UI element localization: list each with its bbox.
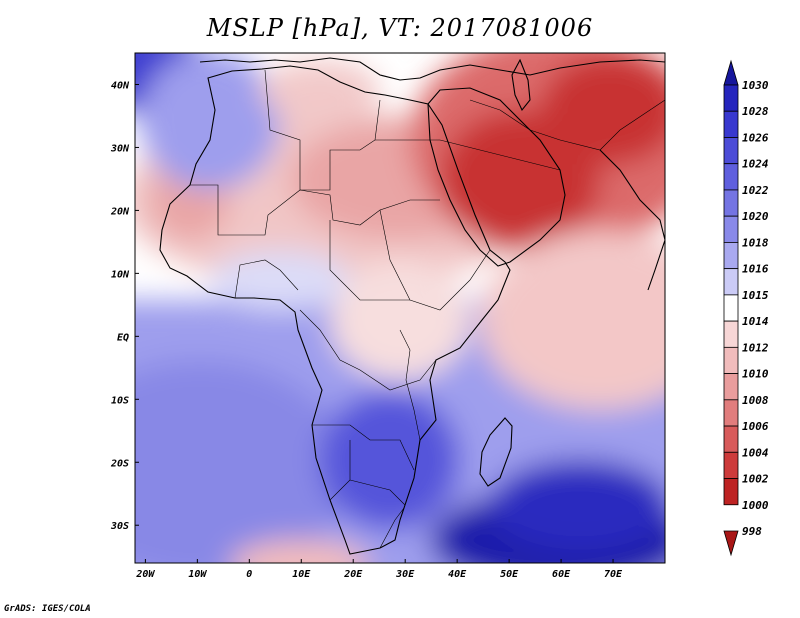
colorbar-swatch-15 (723, 451, 739, 479)
colorbar-label-1015: 1015 (742, 289, 769, 302)
colorbar-label-998: 998 (742, 525, 762, 538)
lat-tick-label-5: 10S (111, 395, 129, 406)
lat-tick-label-6: 20S (110, 458, 129, 469)
colorbar-label-1028: 1028 (742, 105, 769, 118)
india-coastline (599, 149, 665, 291)
colorbar-label-1000: 1000 (742, 499, 769, 512)
africa-coastline (159, 65, 511, 555)
lon-tick-label-3: 10E (292, 569, 311, 580)
coastlines (159, 57, 665, 555)
colorbar-label-1030: 1030 (742, 79, 769, 92)
country-borders (190, 69, 665, 549)
colorbar-swatch-2 (723, 110, 739, 138)
lat-tick-label-0: 40N (111, 80, 130, 91)
lat-tick-label-1: 30N (110, 143, 130, 154)
colorbar-bottom-arrow (723, 530, 739, 557)
map-frame (134, 52, 666, 564)
colorbar-label-1024: 1024 (742, 158, 769, 171)
colorbar-label-1002: 1002 (742, 473, 769, 486)
colorbar-swatch-12 (723, 373, 739, 401)
colorbar-label-1018: 1018 (742, 236, 769, 249)
colorbar-swatch-7 (723, 242, 739, 270)
lat-tick-label-2: 20N (110, 206, 130, 217)
lon-tick-label-2: 0 (246, 569, 252, 580)
colorbar-swatch-14 (723, 425, 739, 453)
lon-tick-label-7: 50E (500, 569, 519, 580)
colorbar-swatch-9 (723, 294, 739, 322)
europe-coast (199, 57, 665, 81)
map-area (135, 53, 665, 563)
colorbar-swatch-6 (723, 215, 739, 243)
lon-tick-label-4: 20E (343, 569, 363, 580)
colorbar-label-1022: 1022 (742, 184, 769, 197)
colorbar-swatch-13 (723, 399, 739, 427)
colorbar-top-arrow (723, 59, 739, 86)
lat-tick-label-7: 30S (110, 521, 129, 532)
lon-tick-label-5: 30E (395, 569, 415, 580)
colorbar-swatch-16 (723, 478, 739, 506)
caspian-sea (511, 58, 531, 112)
lon-tick-label-8: 60E (552, 569, 571, 580)
colorbar-label-1004: 1004 (742, 446, 769, 459)
lon-tick-label-6: 40E (448, 569, 467, 580)
arabia-coastline (427, 87, 566, 267)
colorbar-swatch-8 (723, 268, 739, 296)
lon-tick-label-9: 70E (604, 569, 623, 580)
colorbar-label-1020: 1020 (742, 210, 769, 223)
colorbar-label-1008: 1008 (742, 394, 769, 407)
colorbar-swatch-11 (723, 346, 739, 374)
colorbar-swatch-10 (723, 320, 739, 348)
colorbar-swatch-4 (723, 163, 739, 191)
colorbar-swatch-1 (723, 84, 739, 112)
map-axes: 20W 10W 0 10E 20E 30E 40E 50E 60E 70E 40N 30N 20N 10N… (110, 80, 623, 580)
lon-tick-label-1: 10W (188, 569, 207, 580)
colorbar-label-1016: 1016 (742, 263, 769, 276)
colorbar-swatch-3 (723, 137, 739, 165)
lat-tick-label-3: 10N (111, 269, 130, 280)
colorbar-swatch-5 (723, 189, 739, 217)
grads-credit: GrADS: IGES/COLA (4, 604, 91, 614)
colorbar: 1030 1028 1026 1024 1022 1020 1018 1016 1015 1014… (723, 59, 769, 557)
madagascar (479, 417, 513, 487)
colorbar-label-1026: 1026 (742, 131, 769, 144)
colorbar-label-1010: 1010 (742, 368, 769, 381)
chart-title: MSLP [hPa], VT: 2017081006 (206, 14, 594, 42)
colorbar-label-1014: 1014 (742, 315, 769, 328)
lon-tick-label-0: 20W (135, 569, 155, 580)
lat-tick-label-4: EQ (117, 332, 129, 343)
colorbar-label-1012: 1012 (742, 341, 769, 354)
colorbar-label-1006: 1006 (742, 420, 769, 433)
